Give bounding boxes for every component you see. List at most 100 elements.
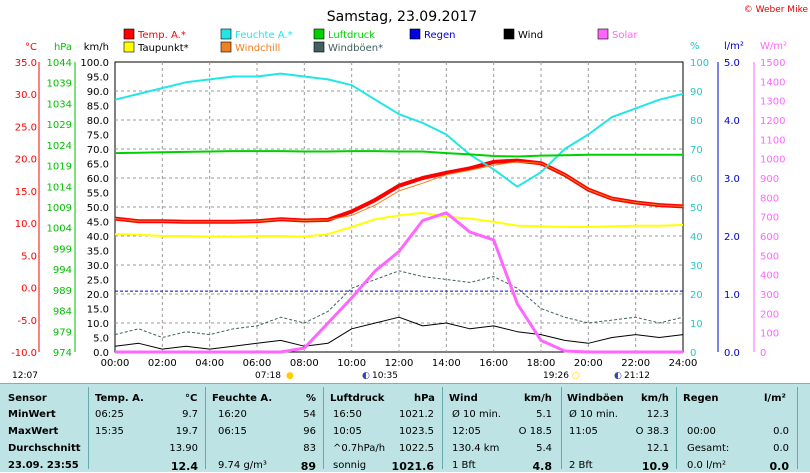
y-tick-label: 65.0 — [87, 160, 109, 171]
y-tick-label: 15.0 — [87, 305, 109, 316]
weather-chart: Samstag, 23.09.2017 © Weber Mike Temp. A… — [11, 5, 808, 369]
table-cell-temp_v: 13.90 — [169, 443, 198, 454]
header-temp: Temp. A. — [95, 393, 144, 404]
y-tick-label: 700 — [760, 213, 779, 224]
header-gust: Windböen — [567, 393, 624, 404]
header-pres: Luftdruck — [330, 393, 385, 404]
y-tick-label: 989 — [53, 286, 72, 297]
legend-label: Feuchte A.* — [235, 30, 293, 41]
y-tick-label: 0 — [690, 348, 696, 359]
y-tick-label: 1044 — [47, 58, 72, 69]
y-tick-label: 1500 — [760, 58, 785, 69]
y-tick-label: 55.0 — [87, 189, 109, 200]
axis-unit: % — [690, 41, 700, 52]
y-tick-label: 80 — [690, 116, 703, 127]
axis-unit: km/h — [84, 42, 109, 53]
y-tick-label: 40 — [690, 232, 703, 243]
legend-label: Taupunkt* — [137, 43, 189, 54]
x-tick-label: 08:00 — [290, 358, 319, 369]
y-tick-label: 70 — [690, 145, 703, 156]
y-tick-label: 10 — [690, 319, 703, 330]
table-cell-wind_v: 5.1 — [536, 409, 552, 420]
y-tick-label: 15.0 — [15, 187, 37, 198]
y-tick-label: 10.0 — [15, 219, 37, 230]
sunset-icon: ○ — [572, 371, 580, 381]
y-tick-label: 35.0 — [87, 247, 109, 258]
table-cell-wind_v: O 18.5 — [518, 426, 552, 437]
x-tick-label: 20:00 — [574, 358, 603, 369]
table-cell-gust_v: 12.3 — [646, 409, 669, 420]
legend-label: Regen — [424, 30, 456, 41]
y-tick-label: 974 — [53, 348, 72, 359]
table-cell-hum_t: 9.74 g/m³ — [218, 460, 267, 471]
series-line — [115, 211, 683, 354]
series-line — [114, 211, 684, 238]
y-tick-label: 800 — [760, 193, 779, 204]
table-cell-gust_v: O 38.3 — [635, 426, 669, 437]
header-wind-unit: km/h — [524, 393, 552, 404]
moonrise-time: 10:35 — [372, 371, 398, 381]
y-tick-label: 20.0 — [15, 155, 37, 166]
y-tick-label: 20 — [690, 290, 703, 301]
y-tick-label: 30.0 — [87, 261, 109, 272]
y-tick-label: 1039 — [47, 79, 72, 90]
x-tick-label: 22:00 — [621, 358, 650, 369]
table-cell-rain_v: 0.0 — [773, 443, 789, 454]
y-tick-label: 100.0 — [80, 58, 109, 69]
legend-swatch — [597, 28, 609, 40]
y-tick-label: 80.0 — [87, 116, 109, 127]
legend-label: Windböen* — [328, 43, 383, 54]
y-tick-label: 200 — [760, 309, 779, 320]
y-tick-label: 5.0 — [21, 251, 37, 262]
y-tick-label: 2.0 — [724, 232, 740, 243]
table-cell-hum_v: 96 — [303, 426, 316, 437]
header-rain-unit: l/m² — [764, 393, 786, 404]
chart-title: Samstag, 23.09.2017 — [327, 9, 477, 25]
legend-label: Windchill — [235, 43, 280, 54]
y-tick-label: -10.0 — [11, 348, 37, 359]
y-tick-label: 1029 — [47, 120, 72, 131]
table-cell-hum_v: 89 — [300, 460, 316, 473]
legend-label: Temp. A.* — [137, 30, 186, 41]
plot-area — [114, 61, 684, 354]
header-pres-unit: hPa — [414, 393, 435, 404]
y-tick-label: 1024 — [47, 141, 72, 152]
x-tick-label: 16:00 — [479, 358, 508, 369]
y-tick-label: 300 — [760, 290, 779, 301]
x-tick-label: 10:00 — [337, 358, 366, 369]
table-cell-label: Durchschnitt — [8, 443, 81, 454]
y-tick-label: 1300 — [760, 97, 785, 108]
x-tick-label: 24:00 — [669, 358, 698, 369]
y-tick-label: 100 — [760, 329, 779, 340]
table-cell-wind_t: 130.4 km — [452, 443, 500, 454]
table-cell-rain_v: 0.0 — [773, 426, 789, 437]
y-tick-label: 5.0 — [93, 334, 109, 345]
header-wind: Wind — [449, 393, 478, 404]
table-cell-pres_v: 1021.2 — [399, 409, 434, 420]
y-tick-label: 90.0 — [87, 87, 109, 98]
y-tick-label: 60 — [690, 174, 703, 185]
header-temp-unit: °C — [185, 393, 198, 404]
chart-axes: 00:00 02:00 04:00 06:00 08:00 10:00 12:00 14:00… — [11, 41, 787, 369]
table-cell-pres_t: 10:05 — [333, 426, 362, 437]
y-tick-label: -5.0 — [17, 316, 37, 327]
table-cell-gust_t: 11:05 — [569, 426, 598, 437]
series-line — [114, 316, 684, 350]
x-tick-label: 14:00 — [432, 358, 461, 369]
x-tick-label: 06:00 — [243, 358, 272, 369]
y-tick-label: 4.0 — [724, 116, 740, 127]
y-tick-label: 100 — [690, 58, 709, 69]
y-tick-label: 50 — [690, 203, 703, 214]
table-cell-gust_t: 2 Bft — [569, 460, 593, 471]
table-cell-wind_t: 12:05 — [452, 426, 481, 437]
table-cell-rain_v: 0.0 — [769, 460, 790, 473]
legend-swatch — [409, 28, 421, 40]
table-cell-label: 23.09. 23:55 — [8, 460, 79, 471]
y-tick-label: 0.0 — [93, 348, 109, 359]
moonset-icon: ◐ — [614, 371, 622, 381]
y-tick-label: 90 — [690, 87, 703, 98]
y-tick-label: 984 — [53, 307, 72, 318]
header-hum-unit: % — [306, 393, 317, 404]
chart-legend: Temp. A.* Feuchte A.* Luftdruck Regen Wind So… — [123, 28, 638, 54]
series-line — [114, 150, 683, 158]
